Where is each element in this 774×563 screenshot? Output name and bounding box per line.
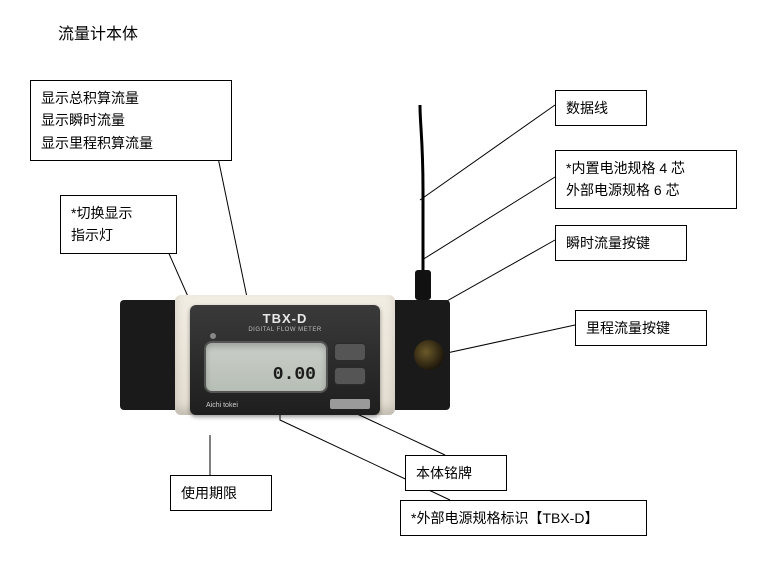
callout-power_spec-line: *内置电池规格 4 芯 <box>566 157 726 179</box>
cable-connector <box>415 270 431 300</box>
callout-use_limit-line: 使用期限 <box>181 482 261 504</box>
callout-display_modes-line: 显示里程积算流量 <box>41 132 221 154</box>
lcd-screen: 0.00 <box>204 341 328 393</box>
callout-power_spec-line: 外部电源规格 6 芯 <box>566 179 726 201</box>
model-subtext: DIGITAL FLOW METER <box>190 327 380 333</box>
callout-display_modes-line: 显示总积算流量 <box>41 87 221 109</box>
leader-data_cable <box>420 105 555 200</box>
callout-data_cable: 数据线 <box>555 90 647 126</box>
callout-ext_power_mark-line: *外部电源规格标识【TBX-D】 <box>411 507 636 529</box>
callout-switch_led: *切换显示指示灯 <box>60 195 177 254</box>
callout-inst_btn: 瞬时流量按键 <box>555 225 687 261</box>
flowmeter-device: TBX-D DIGITAL FLOW METER 0.00 Aichi toke… <box>120 270 450 430</box>
trip-flow-button[interactable] <box>334 367 366 385</box>
callout-trip_btn-line: 里程流量按键 <box>586 317 696 339</box>
callout-trip_btn: 里程流量按键 <box>575 310 707 346</box>
callout-nameplate: 本体铭牌 <box>405 455 507 491</box>
instant-flow-button[interactable] <box>334 343 366 361</box>
callout-nameplate-line: 本体铭牌 <box>416 462 496 484</box>
callout-display_modes-line: 显示瞬时流量 <box>41 109 221 131</box>
diagram-title: 流量计本体 <box>58 20 138 44</box>
lcd-value: 0.00 <box>273 365 316 385</box>
callout-use_limit: 使用期限 <box>170 475 272 511</box>
model-label: TBX-D <box>190 311 380 326</box>
indicator-led <box>210 333 216 339</box>
callout-ext_power_mark: *外部电源规格标识【TBX-D】 <box>400 500 647 536</box>
callout-power_spec: *内置电池规格 4 芯 外部电源规格 6 芯 <box>555 150 737 209</box>
pipe-right <box>390 300 450 410</box>
pipe-left <box>120 300 180 410</box>
brand-label: Aichi tokei <box>206 402 238 409</box>
device-faceplate: TBX-D DIGITAL FLOW METER 0.00 Aichi toke… <box>190 305 380 415</box>
callout-inst_btn-line: 瞬时流量按键 <box>566 232 676 254</box>
callout-switch_led-line: *切换显示 <box>71 202 166 224</box>
callout-switch_led-line: 指示灯 <box>71 224 166 246</box>
callout-display_modes: 显示总积算流量显示瞬时流量显示里程积算流量 <box>30 80 232 161</box>
callout-data_cable-line: 数据线 <box>566 97 636 119</box>
cable-path <box>420 105 423 273</box>
leader-power_spec <box>422 177 555 260</box>
nameplate <box>330 399 370 409</box>
